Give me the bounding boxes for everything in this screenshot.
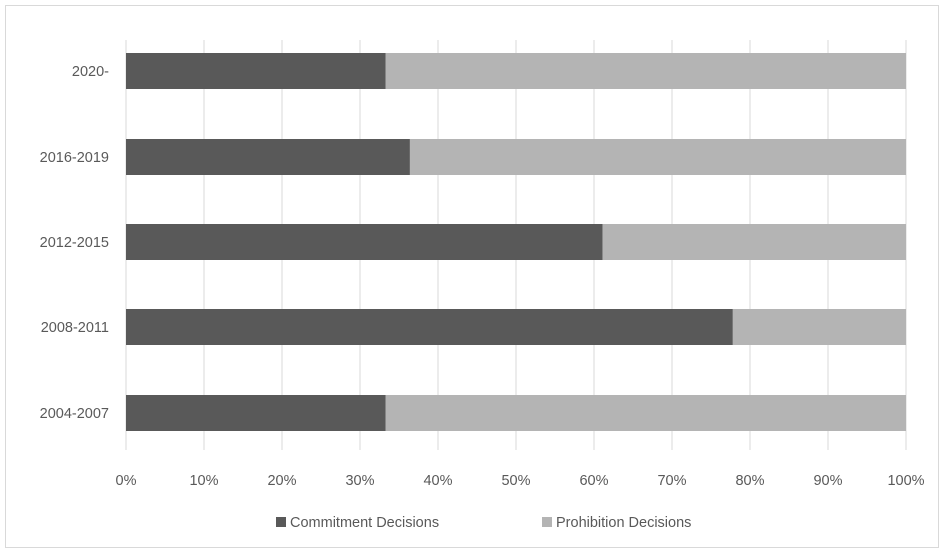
x-tick-label: 0%: [116, 473, 137, 489]
legend-label: Prohibition Decisions: [556, 515, 691, 531]
x-tick-label: 20%: [267, 473, 296, 489]
legend-item-commitment: Commitment Decisions: [276, 515, 439, 531]
x-tick-label: 30%: [345, 473, 374, 489]
x-tick-label: 90%: [813, 473, 842, 489]
category-label: 2008-2011: [41, 320, 109, 336]
legend-swatch: [276, 517, 286, 527]
x-tick-label: 10%: [189, 473, 218, 489]
category-labels: 2004-2007 2008-2011 2012-2015 2016-2019 2020…: [40, 64, 110, 422]
bar-commitment-2004-2007: [126, 395, 386, 431]
chart-frame: [5, 5, 939, 548]
bar-prohibition-2020-: [385, 53, 906, 89]
x-tick-label: 100%: [887, 473, 924, 489]
x-tick-label: 40%: [423, 473, 452, 489]
bars: [126, 53, 906, 431]
x-tick-label: 80%: [735, 473, 764, 489]
legend-label: Commitment Decisions: [290, 515, 439, 531]
bar-prohibition-2016-2019: [409, 139, 906, 175]
category-label: 2016-2019: [40, 150, 109, 166]
legend: Commitment Decisions Prohibition Decision…: [276, 515, 691, 531]
legend-swatch: [542, 517, 552, 527]
bar-commitment-2020-: [126, 53, 386, 89]
bar-prohibition-2008-2011: [732, 309, 906, 345]
x-tick-label: 50%: [501, 473, 530, 489]
bar-prohibition-2012-2015: [602, 224, 906, 260]
bar-commitment-2012-2015: [126, 224, 603, 260]
x-tick-labels: 0% 10% 20% 30% 40% 50% 60% 70% 80% 90% 100%: [116, 473, 925, 489]
category-label: 2020-: [72, 64, 109, 80]
x-tick-label: 70%: [657, 473, 686, 489]
bar-prohibition-2004-2007: [385, 395, 906, 431]
bar-commitment-2016-2019: [126, 139, 410, 175]
x-tick-label: 60%: [579, 473, 608, 489]
bar-commitment-2008-2011: [126, 309, 733, 345]
category-label: 2012-2015: [40, 235, 109, 251]
category-label: 2004-2007: [40, 406, 109, 422]
legend-item-prohibition: Prohibition Decisions: [542, 515, 691, 531]
